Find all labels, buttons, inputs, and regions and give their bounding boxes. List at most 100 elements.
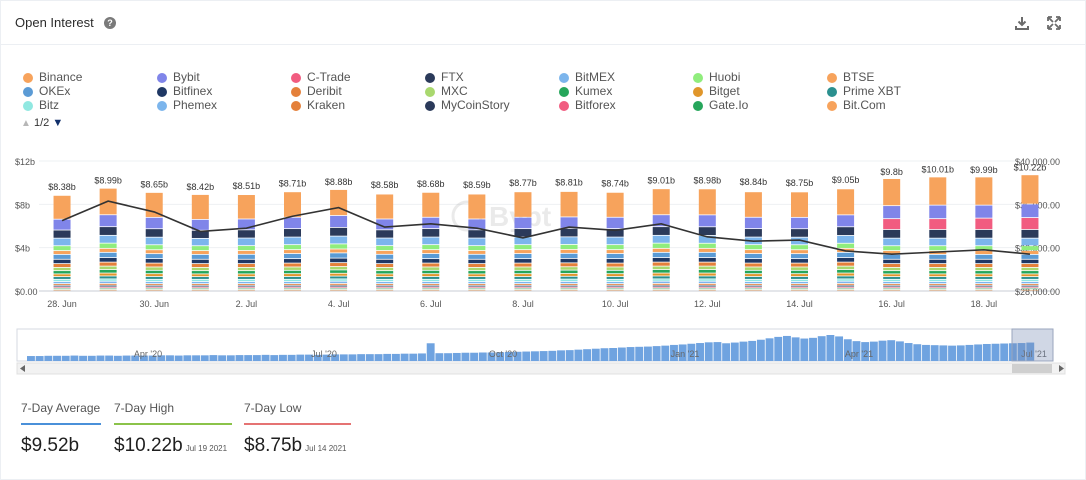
x-tick-label: 12. Jul <box>694 299 721 309</box>
bar-segment-mycoinstory <box>422 285 440 287</box>
bar-segment-prime-xbt <box>284 276 301 279</box>
bar-segment-phemex <box>791 281 808 284</box>
bar-segment-deribit <box>145 263 163 267</box>
bar-segment-kraken <box>560 284 578 285</box>
bar-segment-bitget <box>560 273 578 276</box>
navigator-axis-label: Jul '20 <box>311 349 337 359</box>
bar-segment-bitmex <box>837 235 855 243</box>
y-left-tick-label: $8b <box>15 200 30 210</box>
stat-value: $8.75b <box>244 435 303 456</box>
bar-segment-binance <box>606 192 624 217</box>
bar-segment-bitmex <box>237 238 255 246</box>
navigator-bar <box>35 356 44 361</box>
bar-segment-mxc <box>330 266 348 270</box>
bar-segment-mycoinstory <box>237 285 255 287</box>
bar-segment-btse <box>514 250 532 254</box>
bar-segment-kraken <box>422 284 440 285</box>
bar-segment-gate-io <box>929 288 947 290</box>
bar-segment-bitz <box>929 279 947 282</box>
legend-page-up-icon[interactable]: ▲ <box>21 118 31 129</box>
legend-dot-icon <box>425 73 435 83</box>
scroll-right-arrow-icon[interactable] <box>1059 365 1064 372</box>
bar-segment-gate-io <box>837 288 855 290</box>
bar-segment-bitfinex <box>284 259 301 263</box>
bar-segment-okex <box>53 254 71 259</box>
legend-label: FTX <box>441 70 464 84</box>
chart-navigator[interactable]: Apr '20 Jul '20 Oct '20 Jan '21 Apr '21 Jul '… <box>1 327 1086 377</box>
bar-segment-bybit <box>883 206 901 219</box>
x-tick-label: 30. Jun <box>139 299 169 309</box>
bar-segment-gate-io <box>606 288 624 290</box>
navigator-bar <box>887 340 896 361</box>
stat-date: Jul 14 2021 <box>305 444 347 453</box>
bar-segment-prime-xbt <box>837 276 855 279</box>
bar-segment-bit-com <box>698 289 716 291</box>
navigator-bar <box>826 335 835 361</box>
legend-label: C-Trade <box>307 70 351 84</box>
legend-dot-icon <box>291 87 301 97</box>
navigator-bar <box>374 354 383 361</box>
bar-segment-bitforex <box>99 287 117 288</box>
bar-segment-bybit <box>191 219 209 230</box>
bar-segment-kraken <box>514 284 532 285</box>
navigator-bar <box>713 342 722 361</box>
bar-stack <box>53 195 71 291</box>
navigator-bar <box>756 339 765 361</box>
help-icon[interactable]: ? <box>104 17 116 29</box>
bar-segment-kumex <box>53 271 71 274</box>
navigator-bar <box>409 353 418 361</box>
bar-segment-gate-io <box>514 288 532 290</box>
navigator-bar <box>218 355 227 361</box>
bar-segment-gate-io <box>284 288 301 290</box>
legend-dot-icon <box>157 73 167 83</box>
navigator-scrollbar-thumb[interactable] <box>1012 364 1052 373</box>
bar-segment-bitmex <box>284 237 301 245</box>
legend-pager: ▲ 1/2 ▼ <box>21 117 63 129</box>
bar-total-label: $8.84b <box>740 177 768 187</box>
bar-segment-btse <box>53 251 71 255</box>
bar-stack <box>652 189 670 291</box>
bar-segment-bitget <box>652 273 670 276</box>
fullscreen-icon[interactable] <box>1046 15 1062 31</box>
bar-segment-ftx <box>145 229 163 237</box>
bar-total-label: $8.51b <box>233 181 261 191</box>
legend-dot-icon <box>693 101 703 111</box>
x-tick-label: 14. Jul <box>786 299 813 309</box>
bar-segment-kraken <box>744 284 762 285</box>
navigator-bar <box>131 355 140 361</box>
bar-segment-bitget <box>99 273 117 276</box>
navigator-bar <box>522 351 531 361</box>
navigator-bar <box>478 352 487 361</box>
bar-segment-bitfinex <box>975 259 993 264</box>
bar-segment-bitz <box>791 279 808 282</box>
bar-segment-bitget <box>698 273 716 276</box>
legend-label: Binance <box>39 70 83 84</box>
navigator-bar <box>252 355 261 361</box>
legend-label: Prime XBT <box>843 84 902 98</box>
bar-segment-ftx <box>744 229 762 237</box>
bar-total-label: $8.68b <box>417 179 445 189</box>
bar-segment-okex <box>606 253 624 259</box>
bar-segment-huobi <box>698 243 716 248</box>
navigator-bar <box>53 355 61 361</box>
scroll-left-arrow-icon[interactable] <box>20 365 25 372</box>
navigator-bar <box>461 352 470 361</box>
navigator-range-selector[interactable] <box>1011 328 1054 362</box>
bar-segment-deribit <box>652 262 670 266</box>
legend-dot-icon <box>827 73 837 83</box>
bar-segment-bitget <box>929 274 947 277</box>
bar-segment-bitfinex <box>376 259 394 264</box>
bar-segment-ftx <box>883 229 901 238</box>
navigator-axis-label: Jan '21 <box>671 349 700 359</box>
bar-segment-huobi <box>791 245 808 250</box>
download-icon[interactable] <box>1014 15 1030 31</box>
bar-segment-bitget <box>237 274 255 277</box>
bar-segment-gate-io <box>330 288 348 290</box>
legend-label: Huobi <box>709 70 741 84</box>
navigator-bar <box>226 355 235 361</box>
navigator-bar <box>426 343 435 361</box>
bar-segment-bitmex <box>376 238 394 246</box>
bar-stack <box>1021 175 1039 291</box>
legend-label: OKEx <box>39 84 71 98</box>
legend-page-down-icon[interactable]: ▼ <box>52 117 64 129</box>
